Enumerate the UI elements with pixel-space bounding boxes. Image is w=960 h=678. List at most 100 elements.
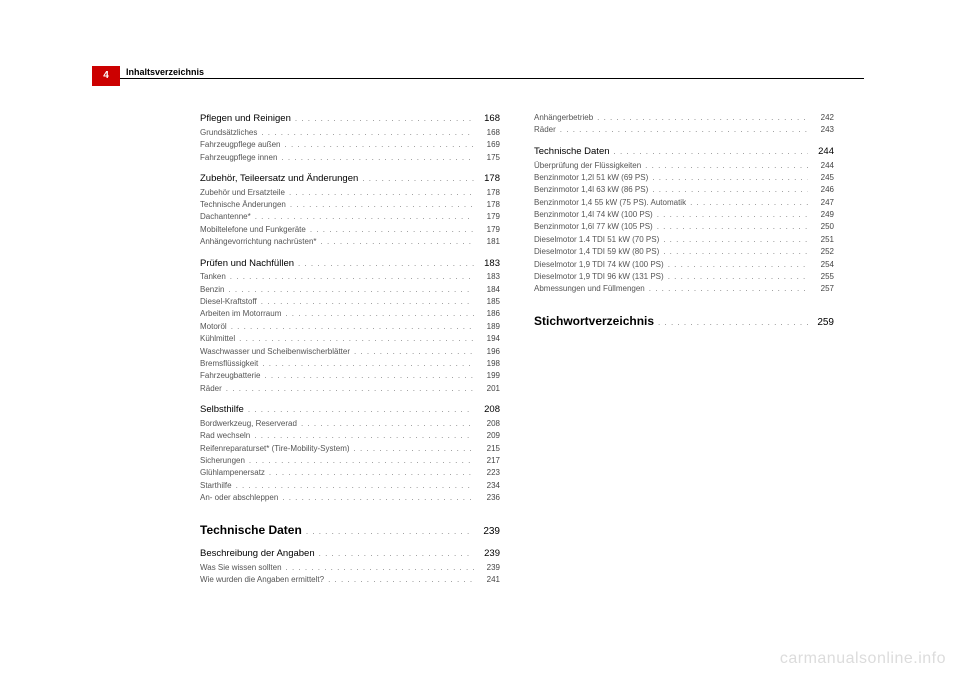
toc-row: Benzinmotor 1,4l 74 kW (100 PS). . . . .… <box>534 209 834 221</box>
toc-leader-dots: . . . . . . . . . . . . . . . . . . . . … <box>653 221 808 233</box>
toc-label: Wie wurden die Angaben ermittelt? <box>200 574 324 586</box>
toc-leader-dots: . . . . . . . . . . . . . . . . . . . . … <box>232 480 474 492</box>
page-number-tab: 4 <box>92 66 120 86</box>
toc-page-number: 257 <box>808 283 834 295</box>
toc-row: Glühlampenersatz. . . . . . . . . . . . … <box>200 467 500 479</box>
document-page: 4 Inhaltsverzeichnis Pflegen und Reinige… <box>104 78 864 618</box>
toc-row: Bordwerkzeug, Reserverad. . . . . . . . … <box>200 418 500 430</box>
toc-page-number: 244 <box>808 160 834 172</box>
toc-leader-dots: . . . . . . . . . . . . . . . . . . . . … <box>282 562 474 574</box>
toc-leader-dots: . . . . . . . . . . . . . . . . . . . . … <box>244 404 474 416</box>
toc-leader-dots: . . . . . . . . . . . . . . . . . . . . … <box>281 308 474 320</box>
toc-row: Technische Änderungen. . . . . . . . . .… <box>200 199 500 211</box>
toc-label: Was Sie wissen sollten <box>200 562 282 574</box>
header-rule <box>104 78 864 79</box>
toc-leader-dots: . . . . . . . . . . . . . . . . . . . . … <box>653 209 808 221</box>
toc-label: Grundsätzliches <box>200 127 257 139</box>
toc-label: Technische Änderungen <box>200 199 286 211</box>
toc-label: Anhängevorrichtung nachrüsten* <box>200 236 317 248</box>
toc-page-number: 208 <box>474 418 500 430</box>
toc-page-number: 239 <box>474 524 500 540</box>
toc-label: Benzinmotor 1,4l 74 kW (100 PS) <box>534 209 653 221</box>
toc-page-number: 181 <box>474 236 500 248</box>
toc-row: Diesel-Kraftstoff. . . . . . . . . . . .… <box>200 296 500 308</box>
watermark: carmanualsonline.info <box>780 650 946 668</box>
toc-row: Dieselmotor 1,9 TDI 74 kW (100 PS). . . … <box>534 259 834 271</box>
toc-label: Technische Daten <box>534 145 610 160</box>
toc-leader-dots: . . . . . . . . . . . . . . . . . . . . … <box>224 284 474 296</box>
toc-leader-dots: . . . . . . . . . . . . . . . . . . . . … <box>659 234 808 246</box>
toc-leader-dots: . . . . . . . . . . . . . . . . . . . . … <box>226 271 474 283</box>
toc-leader-dots: . . . . . . . . . . . . . . . . . . . . … <box>654 317 808 329</box>
toc-label: Starthilfe <box>200 480 232 492</box>
toc-row: Reifenreparaturset* (Tire-Mobility-Syste… <box>200 443 500 455</box>
toc-page-number: 183 <box>474 271 500 283</box>
toc-page-number: 245 <box>808 172 834 184</box>
toc-row: Räder. . . . . . . . . . . . . . . . . .… <box>200 383 500 395</box>
toc-page-number: 175 <box>474 152 500 164</box>
toc-label: Dieselmotor 1,9 TDI 74 kW (100 PS) <box>534 259 664 271</box>
toc-row: Benzinmotor 1,4 55 kW (75 PS). Automatik… <box>534 197 834 209</box>
toc-leader-dots: . . . . . . . . . . . . . . . . . . . . … <box>641 160 808 172</box>
toc-leader-dots: . . . . . . . . . . . . . . . . . . . . … <box>227 321 474 333</box>
toc-page-number: 168 <box>474 112 500 127</box>
toc-label: Dachantenne* <box>200 211 251 223</box>
toc-leader-dots: . . . . . . . . . . . . . . . . . . . . … <box>350 443 474 455</box>
toc-page-number: 198 <box>474 358 500 370</box>
toc-leader-dots: . . . . . . . . . . . . . . . . . . . . … <box>251 211 474 223</box>
toc-label: Benzinmotor 1,4 55 kW (75 PS). Automatik <box>534 197 686 209</box>
toc-row: Rad wechseln. . . . . . . . . . . . . . … <box>200 430 500 442</box>
toc-leader-dots: . . . . . . . . . . . . . . . . . . . . … <box>294 258 474 270</box>
toc-row: Selbsthilfe. . . . . . . . . . . . . . .… <box>200 403 500 418</box>
toc-page-number: 208 <box>474 403 500 418</box>
toc-label: Technische Daten <box>200 521 302 540</box>
toc-page-number: 178 <box>474 199 500 211</box>
toc-row: Prüfen und Nachfüllen. . . . . . . . . .… <box>200 257 500 272</box>
toc-label: Zubehör, Teileersatz und Änderungen <box>200 172 358 187</box>
toc-page-number: 217 <box>474 455 500 467</box>
toc-leader-dots: . . . . . . . . . . . . . . . . . . . . … <box>258 358 474 370</box>
toc-page-number: 239 <box>474 562 500 574</box>
toc-page-number: 247 <box>808 197 834 209</box>
toc-row: Grundsätzliches. . . . . . . . . . . . .… <box>200 127 500 139</box>
toc-row: Pflegen und Reinigen. . . . . . . . . . … <box>200 112 500 127</box>
toc-page-number: 255 <box>808 271 834 283</box>
toc-column-right: Anhängerbetrieb . . . . . . . . . . . . .… <box>534 112 834 587</box>
toc-page-number: 201 <box>474 383 500 395</box>
toc-row: Wie wurden die Angaben ermittelt?. . . .… <box>200 574 500 586</box>
toc-leader-dots: . . . . . . . . . . . . . . . . . . . . … <box>297 418 474 430</box>
toc-leader-dots: . . . . . . . . . . . . . . . . . . . . … <box>648 184 808 196</box>
toc-label: Überprüfung der Flüssigkeiten <box>534 160 641 172</box>
toc-leader-dots: . . . . . . . . . . . . . . . . . . . . … <box>281 139 475 151</box>
toc-label: Selbsthilfe <box>200 403 244 418</box>
toc-row: Fahrzeugpflege innen. . . . . . . . . . … <box>200 152 500 164</box>
toc-page-number: 259 <box>808 315 834 331</box>
toc-label: Anhängerbetrieb <box>534 112 593 124</box>
toc-page-number: 250 <box>808 221 834 233</box>
toc-label: Räder <box>200 383 222 395</box>
toc-row: Stichwortverzeichnis. . . . . . . . . . … <box>534 312 834 331</box>
toc-page-number: 234 <box>474 480 500 492</box>
toc-leader-dots: . . . . . . . . . . . . . . . . . . . . … <box>664 259 808 271</box>
header-title: Inhaltsverzeichnis <box>126 67 204 77</box>
toc-leader-dots: . . . . . . . . . . . . . . . . . . . . … <box>286 199 474 211</box>
toc-page-number: 223 <box>474 467 500 479</box>
toc-row: Benzin. . . . . . . . . . . . . . . . . … <box>200 284 500 296</box>
toc-page-number: 179 <box>474 224 500 236</box>
toc-row: Tanken. . . . . . . . . . . . . . . . . … <box>200 271 500 283</box>
toc-columns: Pflegen und Reinigen . . . . . . . . . . … <box>200 112 840 587</box>
toc-label: Benzin <box>200 284 224 296</box>
toc-page-number: 209 <box>474 430 500 442</box>
toc-label: Dieselmotor 1,4 TDI 59 kW (80 PS) <box>534 246 659 258</box>
toc-leader-dots: . . . . . . . . . . . . . . . . . . . . … <box>686 197 808 209</box>
toc-leader-dots: . . . . . . . . . . . . . . . . . . . . … <box>610 146 808 158</box>
toc-label: Pflegen und Reinigen <box>200 112 291 127</box>
toc-label: Zubehör und Ersatzteile <box>200 187 285 199</box>
toc-label: Fahrzeugbatterie <box>200 370 260 382</box>
toc-label: Stichwortverzeichnis <box>534 312 654 331</box>
toc-label: Dieselmotor 1.4 TDI 51 kW (70 PS) <box>534 234 659 246</box>
toc-label: Dieselmotor 1,9 TDI 96 kW (131 PS) <box>534 271 664 283</box>
toc-page-number: 189 <box>474 321 500 333</box>
toc-leader-dots: . . . . . . . . . . . . . . . . . . . . … <box>350 346 474 358</box>
toc-row: Räder. . . . . . . . . . . . . . . . . .… <box>534 124 834 136</box>
